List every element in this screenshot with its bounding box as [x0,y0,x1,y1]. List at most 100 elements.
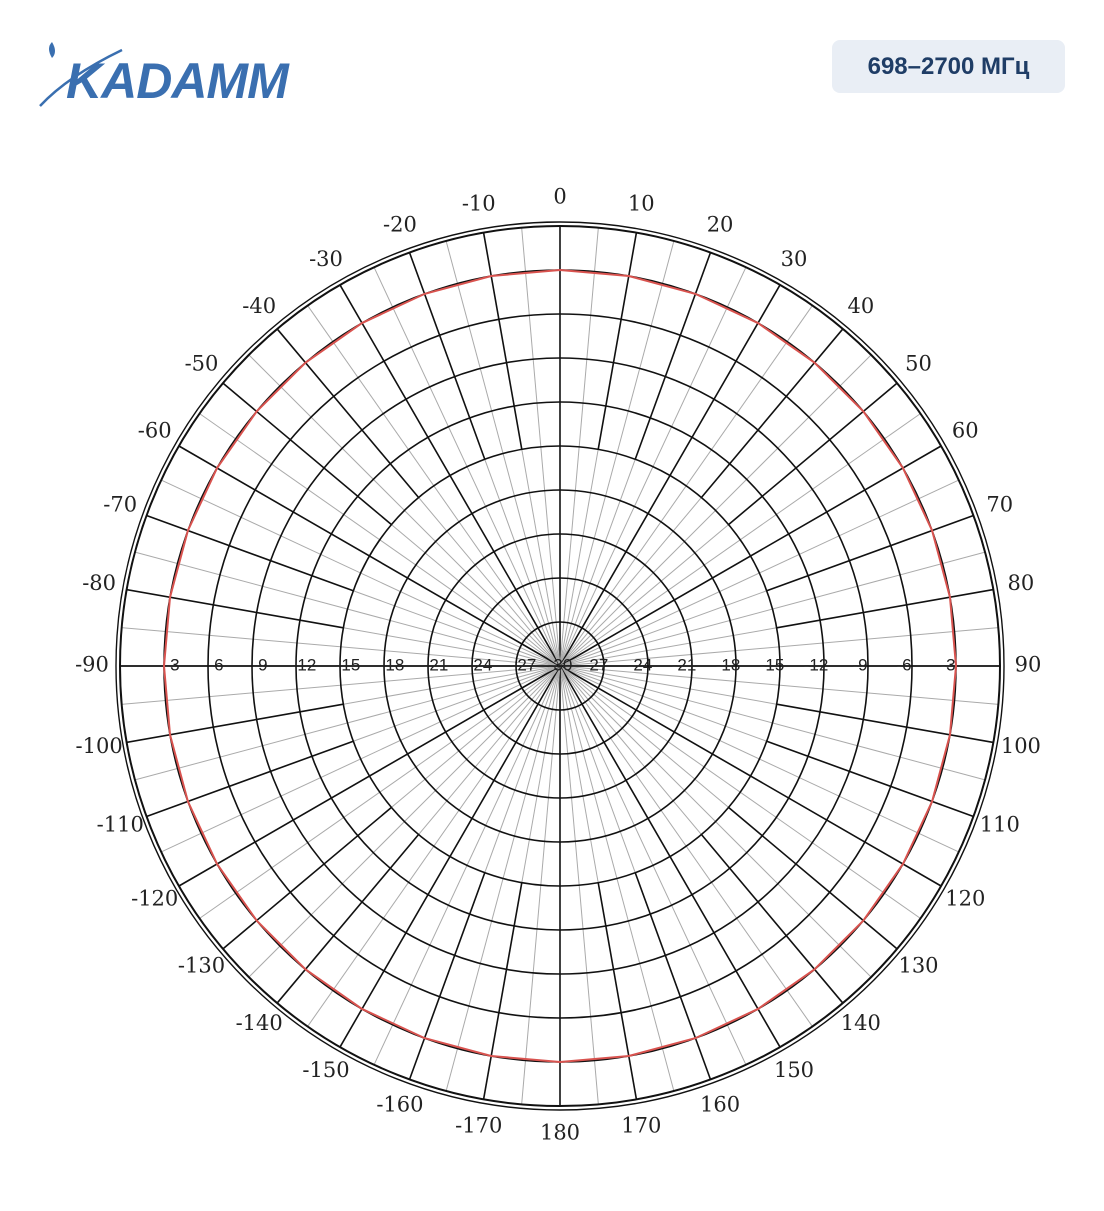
angle-grid-line [408,872,486,1080]
minor-grid-line [559,590,767,667]
radial-tick-label: -24 [628,655,653,674]
minor-grid-line [521,665,561,883]
minor-grid-line [391,665,561,808]
angle-grid-line [728,806,898,950]
pattern-line [162,268,958,1064]
angle-tick-label: 60 [952,419,979,443]
minor-grid-line [353,590,561,667]
angle-grid-line [222,806,392,950]
angle-grid-line [276,834,420,1004]
angle-grid-line [126,703,344,744]
angle-grid-line [700,834,844,1004]
radial-tick-label: -18 [380,655,405,674]
angle-tick-label: 70 [986,492,1013,516]
angle-tick-label: 170 [621,1113,661,1137]
frequency-badge: 698–2700 МГц [832,40,1065,93]
minor-grid-line [559,497,702,667]
angle-grid-line [728,382,898,526]
radial-tick-label: -6 [896,655,911,674]
angle-grid-line [634,872,712,1080]
minor-grid-line [418,665,561,835]
minor-grid-line [559,524,729,667]
angle-tick-label: -120 [131,887,178,911]
angle-tick-label: -150 [302,1058,349,1082]
angle-grid-line [597,882,638,1100]
angle-tick-label: 150 [774,1058,814,1082]
radial-tick-label: -12 [804,655,829,674]
radial-tick-label: -9 [852,655,867,674]
angle-tick-label: -20 [383,213,417,237]
angle-tick-label: -30 [309,247,343,271]
angle-tick-label: 130 [898,953,938,977]
minor-grid-line [418,497,561,667]
angle-tick-label: 0 [553,185,566,209]
angle-tick-label: -170 [455,1113,502,1137]
angle-tick-label: -40 [242,294,276,318]
radial-tick-label: -18 [716,655,741,674]
angle-tick-label: -110 [97,813,144,837]
angle-grid-line [766,514,974,592]
angle-grid-line [276,328,420,498]
angle-tick-label: 20 [707,213,734,237]
angle-tick-label: 80 [1008,571,1035,595]
minor-grid-line [521,449,561,667]
angle-tick-label: 120 [945,887,985,911]
minor-grid-line [559,449,599,667]
angle-grid-line [482,232,523,450]
minor-grid-line [391,524,561,667]
angle-grid-line [482,882,523,1100]
outer-ring [115,221,1005,1111]
angle-tick-label: -140 [236,1011,283,1035]
radial-tick-label: -12 [292,655,317,674]
logo-swoosh [39,42,123,107]
radial-tick-label: -15 [336,655,361,674]
minor-grid-line [559,665,767,742]
radial-tick-label: -27 [584,655,609,674]
radial-tick-label: -15 [760,655,785,674]
minor-grid-line [484,665,561,873]
radial-tick-label: -21 [424,655,449,674]
minor-grid-line [559,665,729,808]
angle-grid-line [776,588,994,629]
angle-grid-line [408,252,486,460]
angle-tick-label: -90 [75,653,109,677]
angle-tick-label: -80 [82,571,116,595]
minor-grid-line [559,627,777,667]
angle-tick-label: 160 [700,1092,740,1116]
radial-tick-label: -6 [208,655,223,674]
angle-grid-line [700,328,844,498]
angle-grid-line [766,740,974,818]
angle-tick-label: 10 [628,192,655,216]
minor-grid-line [559,665,599,883]
minor-grid-line [353,665,561,742]
angle-grid-line [146,740,354,818]
minor-grid-line [559,665,702,835]
angle-tick-label: 140 [841,1011,881,1035]
radial-tick-label: -24 [468,655,493,674]
minor-grid-line [484,459,561,667]
radial-tick-label: -3 [940,655,955,674]
radial-tick-label: -27 [512,655,537,674]
angle-grid-line [776,703,994,744]
angle-tick-label: 50 [905,352,932,376]
angle-tick-label: 180 [540,1121,580,1145]
angle-tick-label: 30 [781,247,808,271]
angle-tick-label: -10 [462,192,496,216]
angle-tick-label: -50 [185,352,219,376]
minor-grid-line [559,459,636,667]
angle-tick-label: -160 [376,1092,423,1116]
radial-tick-label: -3 [164,655,179,674]
angle-tick-label: -130 [178,953,225,977]
angle-tick-label: -70 [103,492,137,516]
radial-tick-label: -9 [252,655,267,674]
angle-tick-label: 100 [1001,734,1041,758]
logo: KADAMM [66,53,289,109]
minor-grid-line [559,665,777,705]
radial-tick-label: -30 [548,655,573,674]
angle-grid-line [597,232,638,450]
radial-tick-label: -21 [672,655,697,674]
angle-tick-label: 40 [847,294,874,318]
minor-grid-line [343,627,561,667]
